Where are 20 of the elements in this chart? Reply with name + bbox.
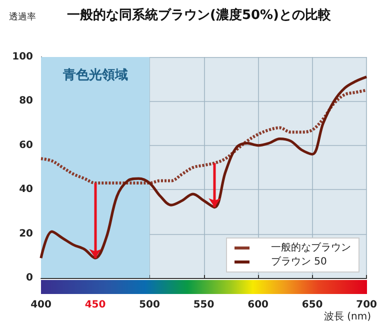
x-tick-label: 500	[139, 300, 160, 310]
y-tick-label: 100	[12, 52, 34, 62]
x-tick-label: 550	[193, 300, 214, 310]
x-tick-label: 700	[356, 300, 378, 310]
x-tick-label: 600	[248, 300, 269, 310]
y-axis-title: 透過率	[9, 12, 36, 22]
y-tick-label: 40	[19, 184, 34, 196]
x-axis-title: 波長 (nm)	[324, 310, 372, 322]
y-tick-label: 80	[19, 96, 34, 107]
y-tick-label: 0	[26, 272, 34, 284]
y-tick-label: 20	[19, 228, 34, 240]
x-tick-label: 400	[30, 300, 52, 310]
line-series	[40, 88, 368, 184]
legend-label: 一般的なブラウン	[271, 242, 351, 254]
x-tick-label: 450	[84, 300, 106, 310]
band-label: 青色光領域	[62, 68, 128, 83]
legend-label: ブラウン 50	[271, 256, 327, 268]
x-tick-label: 650	[302, 300, 323, 310]
chart-title: 一般的な同系統ブラウン(濃度50%)との比較	[67, 7, 332, 23]
y-tick-label: 60	[19, 140, 34, 151]
